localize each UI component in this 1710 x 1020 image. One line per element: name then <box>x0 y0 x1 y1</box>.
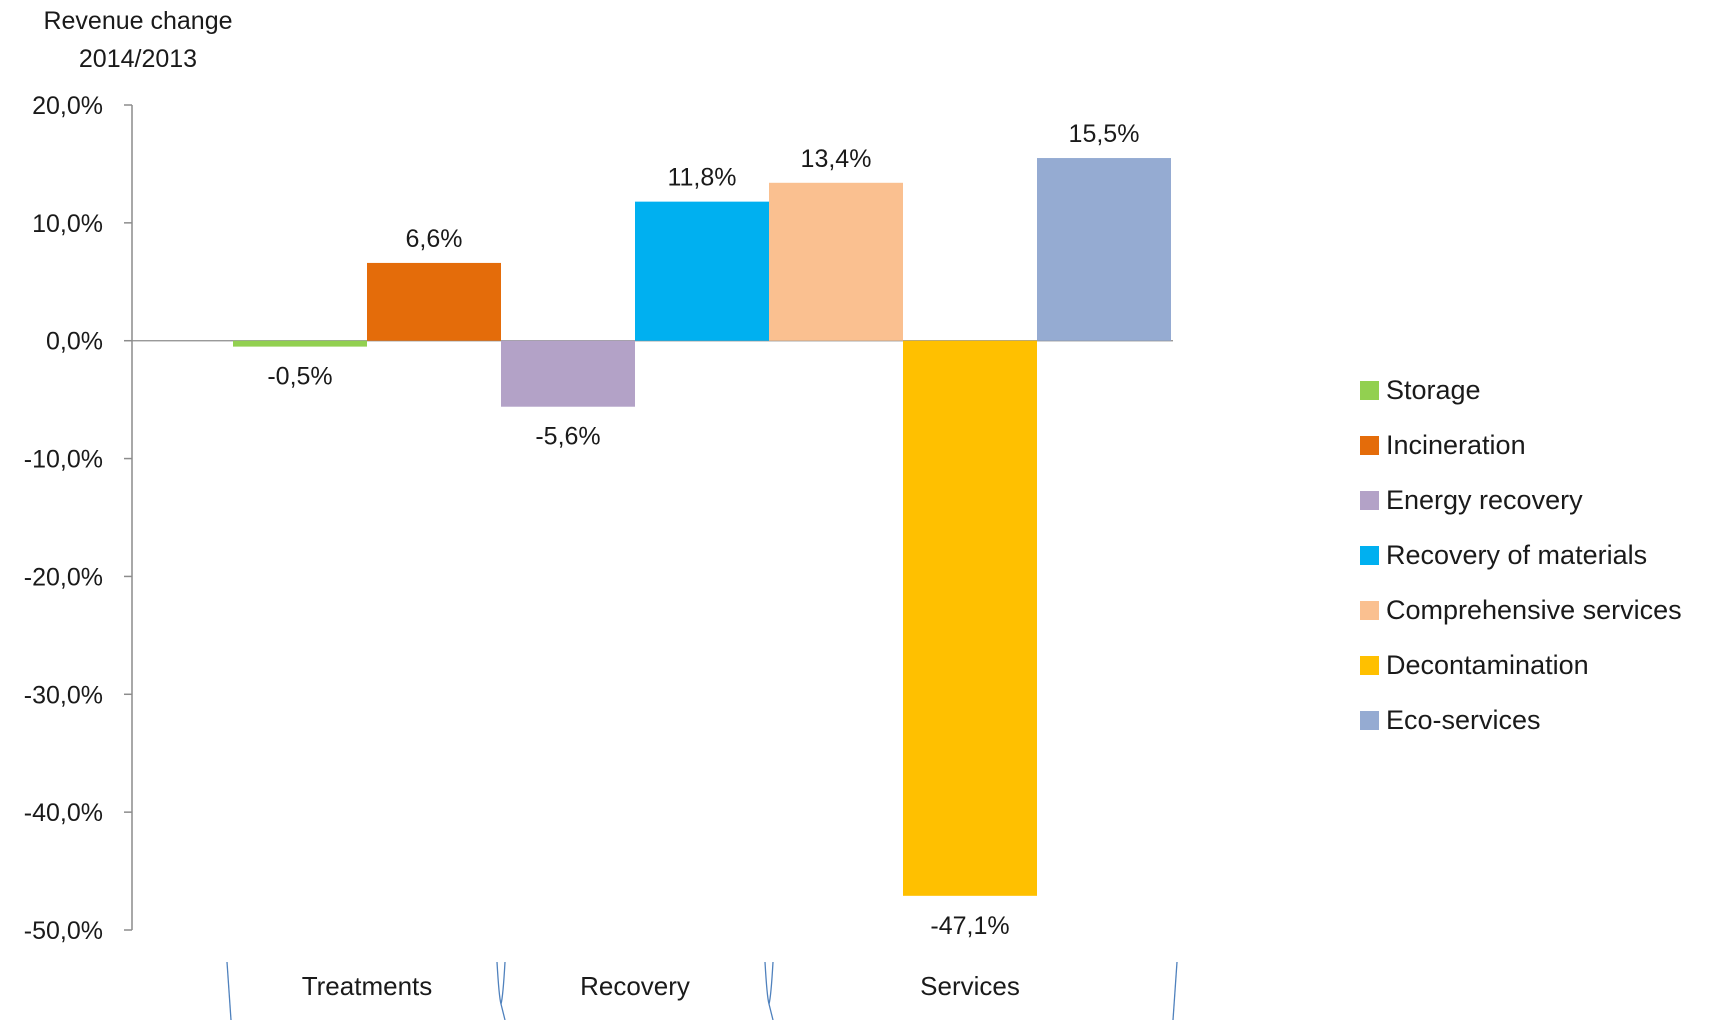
legend-swatch <box>1360 656 1379 675</box>
group-bracket-line <box>226 961 232 1020</box>
legend-swatch <box>1360 601 1379 620</box>
bar-comprehensive-services <box>769 182 903 341</box>
bar-incineration <box>367 262 501 341</box>
legend-item: Eco-services <box>1360 693 1682 748</box>
bar-recovery-of-materials <box>635 201 769 341</box>
legend-item: Storage <box>1360 363 1682 418</box>
group-bracket-line <box>496 961 506 1020</box>
data-labels: -0,5% 6,6% -5,6% 11,8% 13,4% -47,1% 15,5% <box>267 120 1139 940</box>
legend-label: Eco-services <box>1386 705 1541 735</box>
group-label-treatments: Treatments <box>302 971 433 1001</box>
bars <box>233 158 1171 896</box>
group-bracket-line <box>1172 961 1178 1020</box>
y-axis-title-line-1: Revenue change <box>43 7 233 35</box>
legend-label: Comprehensive services <box>1386 595 1682 625</box>
bar-storage <box>233 340 367 347</box>
legend-swatch <box>1360 381 1379 400</box>
y-axis: 20,0% 10,0% 0,0% -10,0% -20,0% -30,0% -40,0% -5… <box>24 92 1173 945</box>
y-tick-label: -20,0% <box>24 563 103 591</box>
bar-decontamination <box>903 340 1037 896</box>
legend-swatch <box>1360 491 1379 510</box>
group-label-recovery: Recovery <box>580 971 690 1001</box>
bar-energy-recovery <box>501 340 635 407</box>
legend-item: Incineration <box>1360 418 1682 473</box>
legend-label: Recovery of materials <box>1386 540 1648 570</box>
data-label: 11,8% <box>667 164 736 192</box>
y-tick-label: 10,0% <box>32 210 103 238</box>
legend-item: Comprehensive services <box>1360 583 1682 638</box>
y-tick-label: 20,0% <box>32 92 103 120</box>
legend-item: Decontamination <box>1360 638 1682 693</box>
bar-eco-services <box>1037 158 1171 341</box>
data-label: 13,4% <box>801 145 872 173</box>
y-tick-label: -30,0% <box>24 681 103 709</box>
legend-label: Storage <box>1386 375 1481 405</box>
group-separator-curve <box>768 961 774 1005</box>
legend-label: Energy recovery <box>1386 485 1583 515</box>
data-label: -47,1% <box>930 912 1009 940</box>
group-label-services: Services <box>920 971 1020 1001</box>
data-label: -5,6% <box>535 423 600 451</box>
y-tick-label: -10,0% <box>24 446 103 474</box>
group-bracket-line <box>764 961 774 1020</box>
legend-label: Incineration <box>1386 430 1526 460</box>
data-label: 6,6% <box>406 225 463 253</box>
y-tick-label: 0,0% <box>46 328 103 356</box>
y-tick-label: -50,0% <box>24 917 103 945</box>
legend-item: Recovery of materials <box>1360 528 1682 583</box>
legend: Storage Incineration Energy recovery Recove… <box>1360 363 1682 748</box>
legend-item: Energy recovery <box>1360 473 1682 528</box>
legend-swatch <box>1360 546 1379 565</box>
data-label: 15,5% <box>1069 120 1140 148</box>
data-label: -0,5% <box>267 363 332 391</box>
y-axis-title-line-2: 2014/2013 <box>78 45 198 73</box>
legend-label: Decontamination <box>1386 650 1589 680</box>
legend-swatch <box>1360 436 1379 455</box>
legend-swatch <box>1360 711 1379 730</box>
y-tick-label: -40,0% <box>24 799 103 827</box>
y-axis-title: Revenue change 2014/2013 <box>28 2 248 78</box>
category-groups: Treatments Recovery Services <box>226 961 1178 1020</box>
group-separator-curve <box>500 961 506 1005</box>
